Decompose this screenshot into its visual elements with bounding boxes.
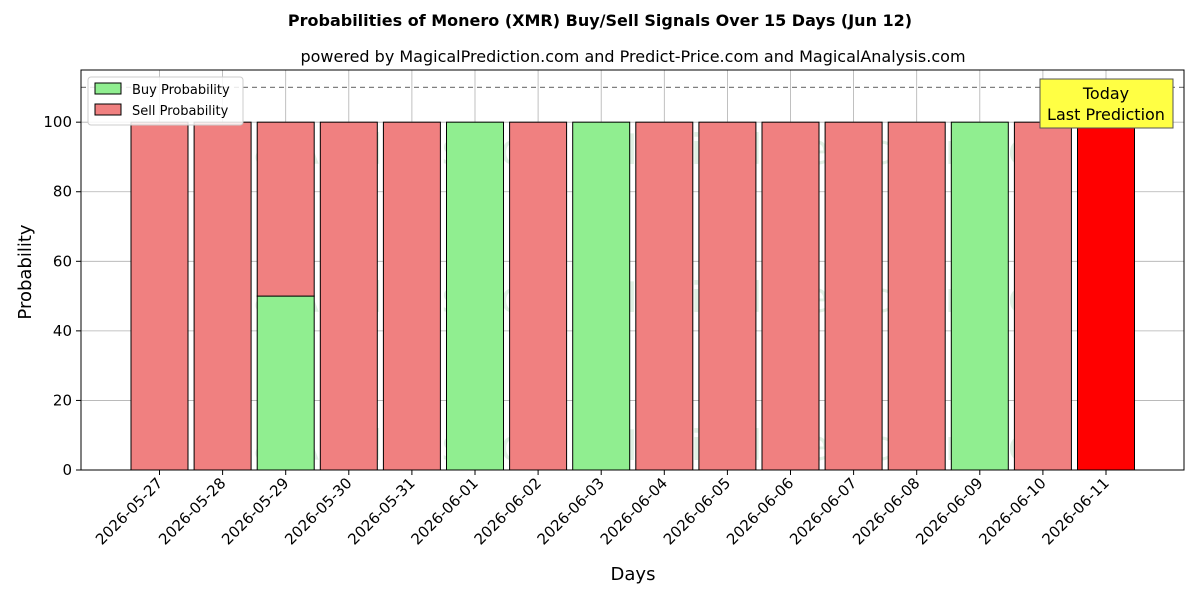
legend-swatch-sell <box>94 103 122 116</box>
annotation-line-last-prediction: Last Prediction <box>1047 105 1165 124</box>
x-tick-label: 2026-06-08 <box>849 474 923 548</box>
x-tick-label: 2026-06-11 <box>1038 474 1112 548</box>
x-tick-label: 2026-05-29 <box>218 474 292 548</box>
y-tick-label: 60 <box>53 252 72 270</box>
y-tick-label: 100 <box>43 113 72 131</box>
x-tick-label: 2026-06-01 <box>407 474 481 548</box>
bar-sell <box>635 121 694 471</box>
bar-buy <box>446 121 504 471</box>
x-tick-label: 2026-06-05 <box>660 474 734 548</box>
x-tick-label: 2026-05-30 <box>281 474 355 548</box>
x-tick-label: 2026-06-03 <box>534 474 608 548</box>
legend-label-buy: Buy Probability <box>132 83 230 98</box>
bar-sell <box>824 121 883 471</box>
chart-subtitle: powered by MagicalPrediction.com and Pre… <box>300 47 965 66</box>
y-axis-ticks: 0 20 40 60 80 100 <box>43 113 81 479</box>
bar-sell <box>130 121 189 471</box>
bar-sell <box>1013 121 1072 471</box>
x-tick-label: 2026-06-02 <box>471 474 545 548</box>
legend-swatch-buy <box>94 82 122 95</box>
chart-title: Probabilities of Monero (XMR) Buy/Sell S… <box>288 11 912 30</box>
y-tick-label: 80 <box>53 183 72 201</box>
bar-sell <box>382 121 441 471</box>
bar-sell <box>193 121 252 471</box>
today-annotation: Today Last Prediction <box>1039 78 1174 129</box>
bar-buy <box>950 121 1009 471</box>
bar-sell <box>698 121 757 471</box>
bar-sell <box>1077 121 1135 471</box>
bar-sell <box>761 121 820 471</box>
x-tick-label: 2026-06-04 <box>597 474 671 548</box>
x-tick-label: 2026-05-27 <box>92 474 166 548</box>
bar-sell <box>319 121 378 471</box>
bar-buy <box>256 295 315 471</box>
x-axis-ticks: 2026-05-272026-05-282026-05-292026-05-30… <box>92 470 1113 548</box>
x-tick-label: 2026-05-28 <box>155 474 229 548</box>
bar-sell <box>887 121 946 471</box>
legend-label-sell: Sell Probability <box>132 104 229 119</box>
y-tick-label: 40 <box>53 322 72 340</box>
x-tick-label: 2026-06-06 <box>723 474 797 548</box>
y-tick-label: 20 <box>53 391 72 409</box>
x-tick-label: 2026-06-10 <box>975 474 1049 548</box>
x-tick-label: 2026-06-09 <box>912 474 986 548</box>
legend: Buy Probability Sell Probability <box>87 76 244 126</box>
x-axis-label: Days <box>611 564 656 585</box>
plot-frame <box>80 69 1185 471</box>
bars <box>130 121 1135 471</box>
annotation-line-today: Today <box>1082 84 1129 103</box>
bar-sell <box>509 121 568 471</box>
bar-buy <box>572 121 631 471</box>
x-tick-label: 2026-06-07 <box>786 474 860 548</box>
y-axis-label: Probability <box>15 224 36 319</box>
x-tick-label: 2026-05-31 <box>344 474 418 548</box>
y-tick-label: 0 <box>62 461 72 479</box>
bar-sell <box>256 121 315 297</box>
annotation-box <box>1039 78 1174 129</box>
legend-box <box>87 76 244 126</box>
